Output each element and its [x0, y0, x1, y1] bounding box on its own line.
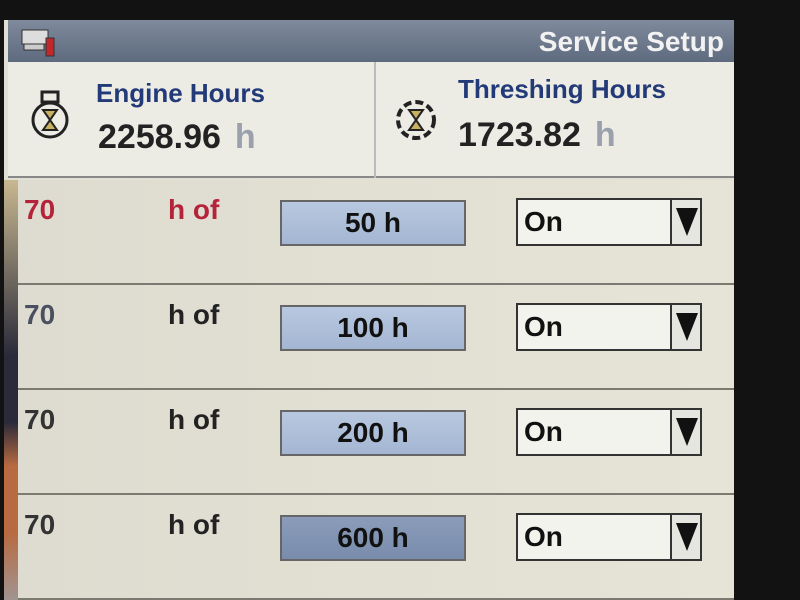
state-value: On: [524, 416, 563, 447]
engine-hourglass-icon: [31, 90, 69, 139]
hours-remaining: 70: [24, 194, 56, 225]
service-row: 70 h of 200 h On: [18, 390, 734, 495]
hours-remaining: 70: [24, 509, 56, 540]
dropdown-arrow-icon[interactable]: [670, 200, 700, 244]
threshing-hours-panel: Threshing Hours 1723.82 h: [376, 62, 734, 178]
title-bar: Service Setup: [8, 20, 734, 62]
state-dropdown[interactable]: On: [516, 198, 702, 246]
interval-button[interactable]: 200 h: [280, 410, 466, 456]
hours-remaining: 70: [24, 404, 56, 435]
screen-title: Service Setup: [538, 26, 724, 57]
service-row: 70 h of 600 h On: [18, 495, 734, 600]
engine-hours-panel: Engine Hours 2258.96 h: [8, 62, 374, 178]
threshing-hourglass-icon: [396, 100, 436, 140]
hours-of-label: h of: [168, 509, 220, 540]
side-gauge-strip: [4, 180, 18, 600]
service-row: 70 h of 100 h On: [18, 285, 734, 390]
state-value: On: [524, 206, 563, 237]
dropdown-arrow-icon[interactable]: [670, 515, 700, 559]
header-divider: [374, 62, 376, 178]
hours-of-label: h of: [168, 194, 220, 225]
state-dropdown[interactable]: On: [516, 303, 702, 351]
hours-header: Engine Hours 2258.96 h Threshing Hours 17…: [8, 62, 734, 178]
engine-hours-value: 2258.96 h: [98, 118, 256, 157]
state-value: On: [524, 521, 563, 552]
threshing-hours-label: Threshing Hours: [458, 74, 667, 104]
engine-hours-number: 2258.96: [98, 118, 221, 156]
dropdown-arrow-icon[interactable]: [670, 410, 700, 454]
display-screen: Service Setup Engine Hours 2258.96 h Thre…: [4, 20, 734, 600]
threshing-hours-unit: h: [594, 116, 616, 154]
service-row: 70 h of 50 h On: [18, 180, 734, 285]
interval-button[interactable]: 600 h: [280, 515, 466, 561]
state-value: On: [524, 311, 563, 342]
interval-button[interactable]: 50 h: [280, 200, 466, 246]
threshing-hours-value: 1723.82 h: [458, 116, 616, 155]
state-dropdown[interactable]: On: [516, 513, 702, 561]
interval-button[interactable]: 100 h: [280, 305, 466, 351]
state-dropdown[interactable]: On: [516, 408, 702, 456]
dropdown-arrow-icon[interactable]: [670, 305, 700, 349]
engine-hours-unit: h: [234, 118, 256, 156]
hours-of-label: h of: [168, 404, 220, 435]
service-tools-icon: [21, 29, 55, 57]
threshing-hours-number: 1723.82: [458, 116, 581, 154]
engine-hours-label: Engine Hours: [96, 78, 266, 108]
hours-of-label: h of: [168, 299, 220, 330]
hours-remaining: 70: [24, 299, 56, 330]
